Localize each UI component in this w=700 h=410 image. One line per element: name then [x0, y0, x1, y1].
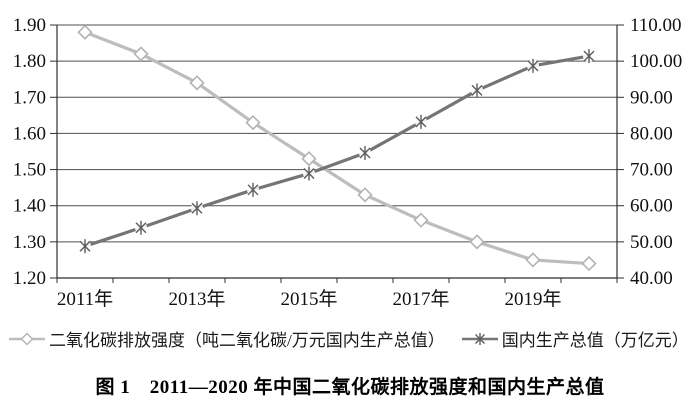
svg-text:100.00: 100.00 [630, 51, 682, 72]
asterisk-marker-icon [461, 332, 499, 346]
svg-text:1.90: 1.90 [13, 15, 46, 36]
svg-text:2011年: 2011年 [57, 288, 113, 310]
svg-text:1.40: 1.40 [13, 196, 46, 217]
svg-text:1.60: 1.60 [13, 123, 46, 144]
svg-text:110.00: 110.00 [630, 15, 682, 36]
chart-legend: 二氧化碳排放强度（吨二氧化碳/万元国内生产总值） 国内生产总值（万亿元） [0, 326, 700, 351]
svg-text:80.00: 80.00 [630, 123, 673, 144]
legend-label-gdp: 国内生产总值（万亿元） [501, 331, 689, 350]
svg-text:1.50: 1.50 [13, 160, 46, 181]
legend-label-co2-intensity: 二氧化碳排放强度（吨二氧化碳/万元国内生产总值） [49, 331, 445, 350]
svg-text:1.80: 1.80 [13, 51, 46, 72]
figure-caption: 图 1 2011—2020 年中国二氧化碳排放强度和国内生产总值 [95, 377, 605, 398]
svg-text:2019年: 2019年 [504, 288, 561, 310]
svg-text:70.00: 70.00 [630, 160, 673, 181]
diamond-marker-icon [8, 332, 46, 346]
svg-text:60.00: 60.00 [630, 196, 673, 217]
svg-text:40.00: 40.00 [630, 268, 673, 289]
svg-text:50.00: 50.00 [630, 232, 673, 253]
legend-item-gdp: 国内生产总值（万亿元） [461, 326, 689, 351]
svg-text:2015年: 2015年 [280, 288, 337, 310]
svg-text:2017年: 2017年 [392, 288, 449, 310]
svg-text:1.70: 1.70 [13, 87, 46, 108]
svg-text:2013年: 2013年 [168, 288, 225, 310]
legend-item-co2-intensity: 二氧化碳排放强度（吨二氧化碳/万元国内生产总值） [8, 326, 445, 351]
svg-text:1.30: 1.30 [13, 232, 46, 253]
svg-text:1.20: 1.20 [13, 268, 46, 289]
svg-text:90.00: 90.00 [630, 87, 673, 108]
line-chart: 1.20 40.00 1.30 50.00 1.40 60.00 1.50 70.00 1.60… [13, 15, 683, 310]
